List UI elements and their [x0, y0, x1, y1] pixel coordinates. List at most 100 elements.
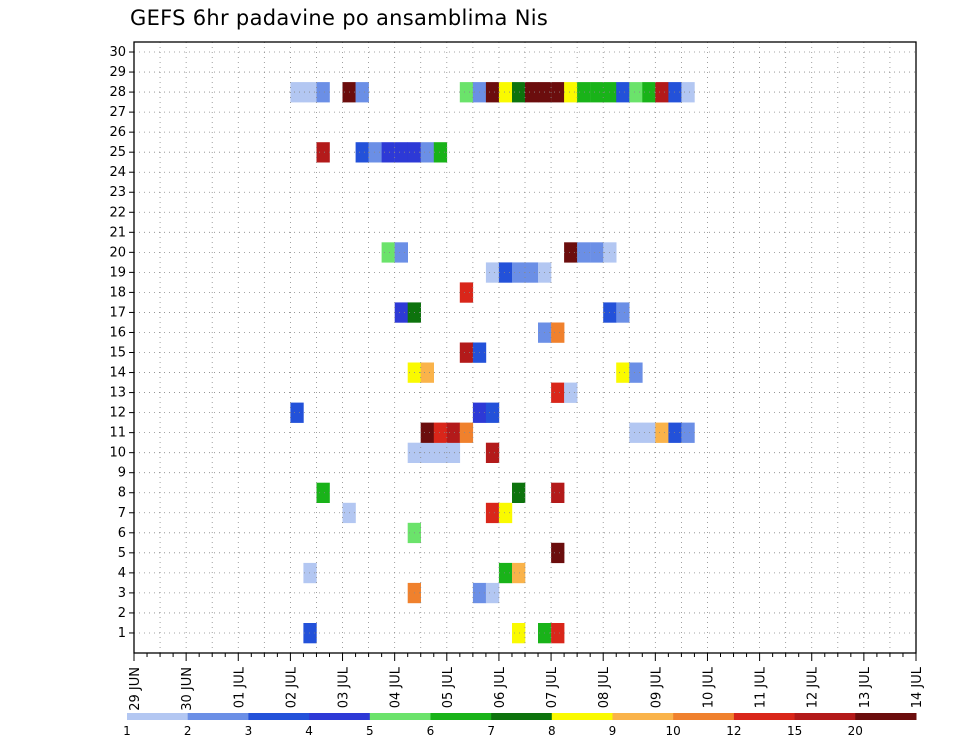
data-cell — [446, 422, 461, 443]
data-cell — [485, 262, 500, 283]
data-cell — [433, 442, 448, 463]
data-cell — [577, 82, 591, 103]
data-cell — [446, 442, 461, 463]
legend-swatch — [491, 713, 553, 720]
data-cell — [551, 82, 565, 103]
data-cell — [616, 362, 630, 383]
data-cell — [668, 82, 682, 103]
data-cell — [498, 82, 513, 103]
data-cell — [655, 422, 669, 443]
legend-level-label: 10 — [666, 724, 681, 738]
data-cell — [303, 623, 317, 644]
data-cell — [381, 242, 395, 263]
legend-level-label: 8 — [548, 724, 556, 738]
data-cell — [433, 422, 448, 443]
x-tick-label: 11 JUL — [754, 666, 769, 708]
data-cell — [485, 82, 500, 103]
y-tick-label: 17 — [109, 305, 126, 320]
x-tick-label: 07 JUL — [545, 666, 560, 708]
data-cell — [290, 402, 304, 423]
y-tick-label: 11 — [109, 426, 126, 441]
data-cell — [551, 382, 565, 403]
x-tick-label: 29 JUN — [128, 667, 143, 711]
data-cell — [459, 82, 474, 103]
data-cell — [629, 422, 643, 443]
data-cell — [512, 562, 526, 584]
data-cell — [642, 422, 656, 443]
data-cell — [564, 82, 578, 103]
data-cell — [420, 442, 434, 463]
data-cell — [655, 82, 669, 103]
data-cell — [498, 562, 513, 584]
legend-swatch — [733, 713, 796, 720]
data-cell — [564, 382, 578, 403]
data-cell — [316, 82, 330, 103]
x-tick-label: 09 JUL — [649, 666, 664, 708]
data-cell — [394, 242, 408, 263]
data-cell — [629, 82, 643, 103]
data-cell — [459, 342, 474, 363]
data-cell — [525, 82, 539, 103]
y-tick-label: 20 — [109, 245, 126, 260]
legend-level-label: 1 — [123, 724, 131, 738]
legend-level-label: 12 — [726, 724, 741, 738]
x-tick-label: 30 JUN — [180, 667, 195, 711]
x-tick-label: 05 JUL — [441, 666, 456, 708]
data-cell — [551, 542, 565, 564]
data-cell — [551, 322, 565, 343]
x-tick-label: 01 JUL — [232, 666, 247, 708]
data-cell — [316, 142, 330, 163]
data-cell — [616, 302, 630, 323]
x-tick-label: 02 JUL — [284, 666, 299, 708]
data-cell — [485, 582, 500, 604]
data-cell — [303, 82, 317, 103]
legend-swatch — [551, 713, 613, 720]
y-tick-label: 24 — [109, 165, 126, 180]
legend-swatch — [855, 713, 917, 720]
y-tick-label: 30 — [109, 45, 126, 60]
y-tick-label: 15 — [109, 346, 126, 361]
x-tick-label: 13 JUL — [858, 666, 873, 708]
legend-level-label: 4 — [305, 724, 313, 738]
data-cell — [681, 82, 695, 103]
y-tick-label: 1 — [118, 626, 126, 641]
data-cell — [616, 82, 630, 103]
y-tick-label: 26 — [109, 125, 126, 140]
data-cell — [381, 142, 395, 163]
y-tick-label: 22 — [109, 205, 126, 220]
data-cell — [551, 623, 565, 644]
legend-level-label: 2 — [184, 724, 192, 738]
y-tick-label: 21 — [109, 225, 126, 240]
legend-level-label: 7 — [487, 724, 495, 738]
data-cell — [459, 422, 474, 443]
legend-level-label: 5 — [366, 724, 374, 738]
y-tick-label: 29 — [109, 65, 126, 80]
y-tick-label: 12 — [109, 406, 126, 421]
y-tick-label: 3 — [118, 586, 126, 601]
data-cell — [577, 242, 591, 263]
x-tick-label: 04 JUL — [389, 666, 404, 708]
y-tick-label: 25 — [109, 145, 126, 160]
legend-level-label: 9 — [609, 724, 617, 738]
x-tick-label: 14 JUL — [910, 666, 925, 708]
chart-title: GEFS 6hr padavine po ansamblima Nis — [130, 6, 549, 30]
data-cell — [368, 142, 382, 163]
y-tick-label: 18 — [109, 285, 126, 300]
data-cell — [459, 282, 474, 303]
legend-swatch — [673, 713, 735, 720]
data-cell — [420, 362, 434, 383]
data-cell — [485, 402, 500, 423]
data-cell — [394, 302, 408, 323]
y-tick-label: 19 — [109, 265, 126, 280]
data-cell — [681, 422, 695, 443]
data-cell — [498, 262, 513, 283]
x-tick-label: 03 JUL — [337, 666, 352, 708]
y-tick-label: 6 — [118, 526, 126, 541]
legend-swatch — [794, 713, 856, 720]
x-tick-label: 10 JUL — [701, 666, 716, 708]
legend-swatch — [187, 713, 249, 720]
y-tick-label: 8 — [118, 486, 126, 501]
data-cell — [642, 82, 656, 103]
data-cell — [512, 82, 526, 103]
data-cell — [316, 482, 330, 503]
